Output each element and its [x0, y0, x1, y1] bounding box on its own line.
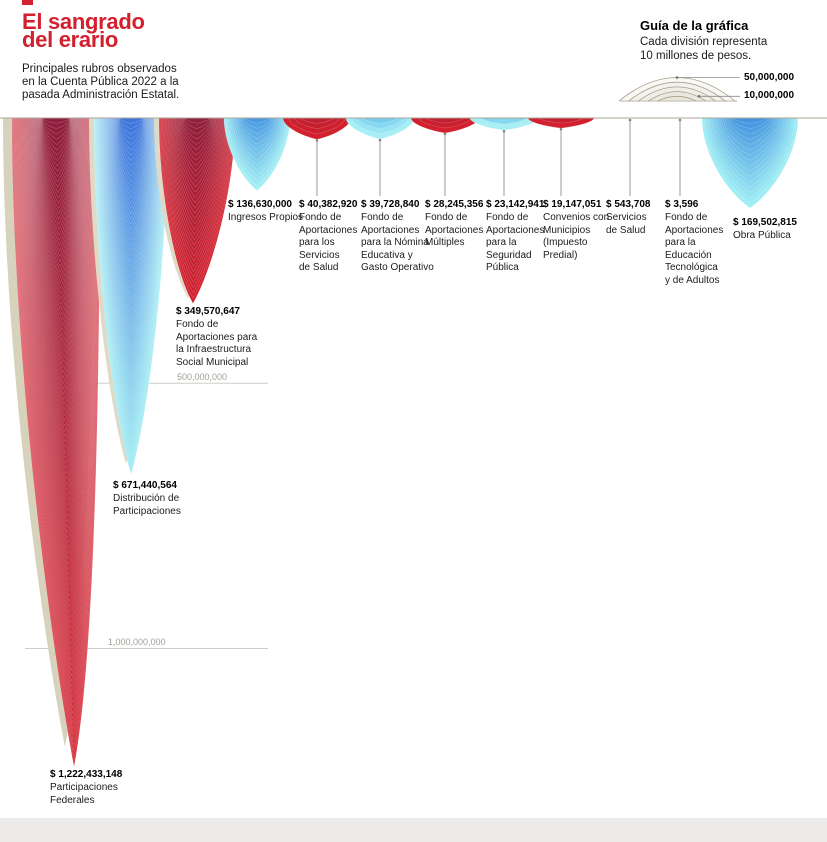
pointer-dot	[315, 139, 319, 142]
bottom-strip	[0, 818, 827, 842]
drip-6	[410, 117, 480, 134]
guide-hill-diagram	[618, 76, 740, 102]
drip-contour	[300, 117, 334, 124]
drip-contour	[245, 117, 269, 124]
pointer-dot	[628, 118, 632, 122]
drip-2	[154, 117, 236, 305]
top-left-red-mark	[22, 0, 33, 5]
drip-0	[3, 117, 101, 767]
drip-contour	[426, 117, 464, 124]
drip-7	[469, 117, 539, 131]
guide-description: Cada división representa 10 millones de …	[640, 36, 768, 62]
drip-contour	[733, 117, 767, 124]
drip-11	[701, 117, 799, 209]
guide-title: Guía de la gráfica	[640, 18, 749, 33]
page-subtitle: Principales rubros observados en la Cuen…	[22, 63, 180, 101]
drip-1	[89, 117, 169, 476]
guide-upper-value: 50,000,000	[744, 72, 795, 83]
pointer-dot	[559, 127, 563, 131]
pointer-dot	[678, 118, 682, 122]
page-title: El sangrado del erario	[22, 9, 145, 52]
pointer-dot	[443, 132, 447, 136]
drip-contour	[42, 117, 70, 124]
drip-contour	[184, 117, 210, 124]
drip-contour	[119, 117, 143, 124]
chart-guide: Guía de la gráfica Cada división represe…	[640, 18, 827, 63]
drip-contour	[481, 117, 527, 125]
drip-contour	[539, 117, 583, 124]
drip-4	[282, 117, 352, 140]
guide-lower-value: 10,000,000	[744, 90, 795, 101]
drip-5	[345, 117, 415, 140]
guide-contour	[657, 95, 697, 102]
drip-3	[223, 117, 291, 191]
pointer-dot	[378, 138, 382, 142]
guide-upper-dot	[675, 76, 679, 79]
pointer-dot	[502, 129, 506, 133]
drip-8	[527, 117, 595, 129]
drip-contour	[363, 117, 397, 124]
guide-lower-dot	[697, 95, 701, 98]
